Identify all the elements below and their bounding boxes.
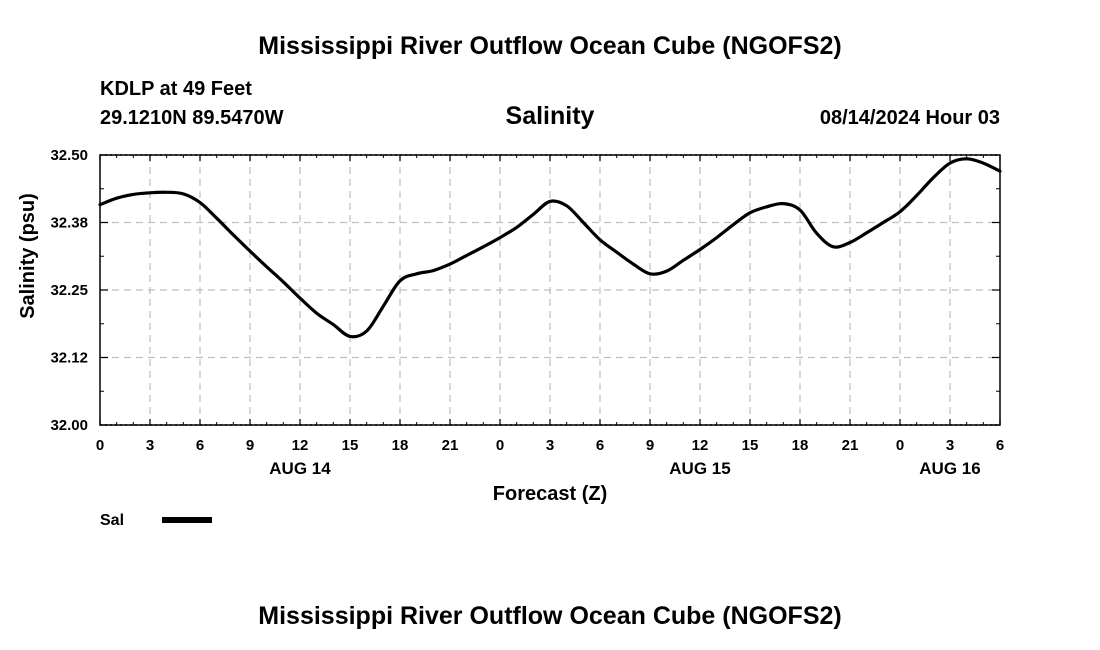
chart-subtitle: Salinity	[506, 102, 595, 130]
legend-label: Sal	[100, 512, 124, 529]
x-axis-ticks: 0 3 6 9 12 15 18 21 0 3 6 9 12 15 18 21 0 3 6	[96, 155, 1004, 454]
y-tick-label: 32.00	[50, 417, 88, 434]
x-tick-label: 3	[946, 437, 954, 454]
y-tick-label: 32.12	[50, 350, 88, 367]
x-tick-label: 18	[392, 437, 409, 454]
x-tick-label: 12	[692, 437, 709, 454]
y-tick-label: 32.38	[50, 215, 88, 232]
x-tick-label: 12	[292, 437, 309, 454]
x-tick-label: 9	[646, 437, 654, 454]
y-tick-label: 32.50	[50, 147, 88, 164]
day-label: AUG 15	[669, 459, 730, 478]
day-label: AUG 14	[269, 459, 331, 478]
y-axis-ticks: 32.00 32.12 32.25 32.38 32.50	[50, 147, 1000, 434]
x-tick-label: 15	[742, 437, 759, 454]
x-tick-label: 6	[596, 437, 604, 454]
x-axis-day-labels: AUG 14 AUG 15 AUG 16	[269, 459, 980, 478]
footer-title: Mississippi River Outflow Ocean Cube (NG…	[258, 602, 841, 630]
salinity-series-line	[98, 157, 1002, 339]
x-tick-label: 18	[792, 437, 809, 454]
x-tick-label: 21	[442, 437, 459, 454]
x-axis-title: Forecast (Z)	[493, 483, 607, 505]
x-tick-label: 15	[342, 437, 359, 454]
x-tick-label: 3	[546, 437, 554, 454]
x-tick-label: 3	[146, 437, 154, 454]
y-tick-label: 32.25	[50, 282, 88, 299]
run-time-label: 08/14/2024 Hour 03	[820, 107, 1000, 129]
day-label: AUG 16	[919, 459, 980, 478]
x-tick-label: 0	[96, 437, 104, 454]
coordinates-label: 29.1210N 89.5470W	[100, 107, 284, 129]
x-tick-label: 0	[496, 437, 504, 454]
x-tick-label: 9	[246, 437, 254, 454]
x-tick-label: 21	[842, 437, 859, 454]
station-label: KDLP at 49 Feet	[100, 78, 252, 100]
x-tick-label: 6	[196, 437, 204, 454]
y-axis-title: Salinity (psu)	[17, 193, 39, 319]
chart-title: Mississippi River Outflow Ocean Cube (NG…	[258, 32, 841, 60]
x-tick-label: 0	[896, 437, 904, 454]
x-tick-label: 6	[996, 437, 1004, 454]
